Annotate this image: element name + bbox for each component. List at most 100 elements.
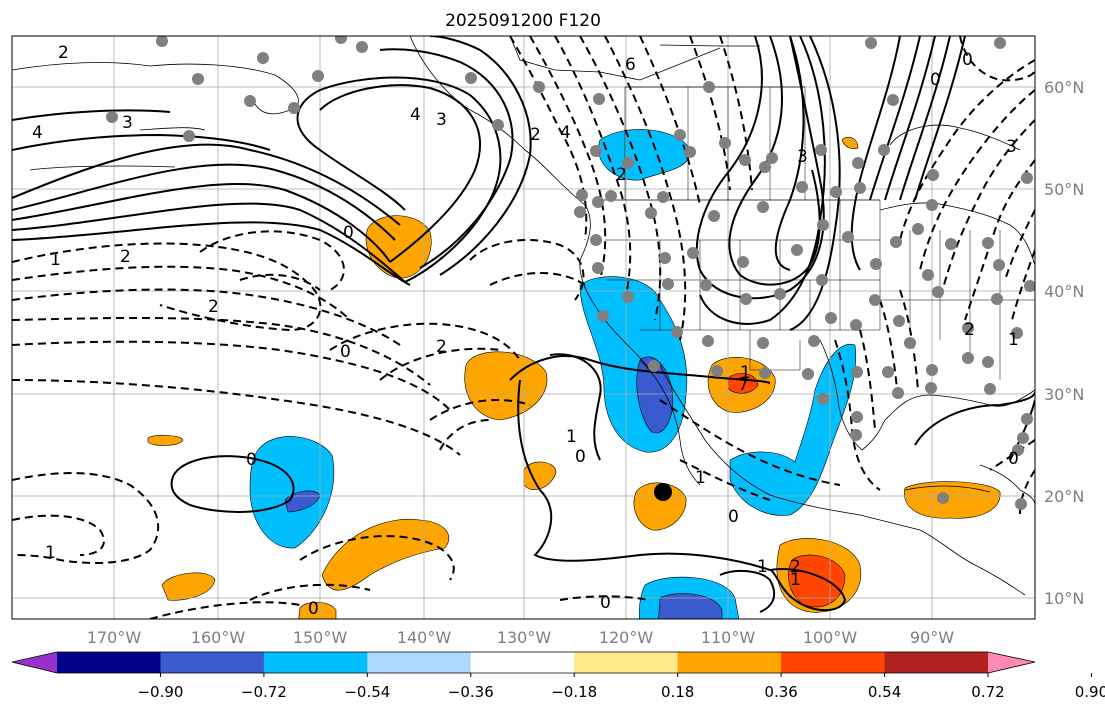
latitude-labels: 60°N 50°N 40°N 30°N 20°N 10°N — [1044, 78, 1084, 608]
contour-label: 3 — [122, 113, 133, 133]
contour-label: 0 — [246, 450, 257, 470]
colorbar-ticks: −0.90 −0.72 −0.54 −0.36 −0.18 0.18 0.36 0.54 0.7… — [137, 673, 1105, 701]
colorbar-tick-label: −0.54 — [344, 683, 390, 701]
anomaly-positive-region — [147, 434, 184, 446]
colorbar-tick-label: 0.72 — [971, 683, 1004, 701]
contour-label: 0 — [1008, 449, 1019, 469]
map-frame — [11, 35, 1036, 620]
colorbar-outline — [11, 651, 1036, 674]
lat-label: 10°N — [1044, 589, 1084, 608]
contour-label: 0 — [340, 342, 351, 362]
contour-label: 0 — [962, 50, 973, 70]
lon-label: 110°W — [701, 628, 756, 647]
longitude-labels: 170°W 160°W 150°W 140°W 130°W 120°W 110°… — [87, 628, 954, 647]
contour-label: 1 — [45, 543, 56, 563]
contour-label: 2 — [790, 557, 801, 577]
lon-label: 130°W — [497, 628, 552, 647]
colorbar-bin — [884, 652, 989, 673]
station-markers — [106, 36, 1035, 510]
lon-label: 160°W — [191, 628, 246, 647]
contour-label: 1 — [695, 468, 706, 488]
contour-label: 0 — [600, 593, 611, 613]
contour-label: 6 — [625, 55, 636, 75]
colorbar-tick-label: 0.90 — [1075, 683, 1105, 701]
contour-label: 1 — [757, 557, 768, 577]
colorbar: −0.90 −0.72 −0.54 −0.36 −0.18 0.18 0.36 0.54 0.7… — [11, 651, 1105, 701]
contour-label: 4 — [32, 123, 43, 143]
lon-label: 100°W — [803, 628, 858, 647]
colorbar-bin — [57, 652, 161, 673]
colorbar-tick-label: 0.18 — [661, 683, 694, 701]
anomaly-positive-region — [904, 481, 1001, 519]
lon-label: 140°W — [397, 628, 452, 647]
anomaly-positive-region — [464, 351, 548, 421]
anomaly-strong-negative-region — [636, 356, 674, 434]
colorbar-tick-label: −0.90 — [137, 683, 183, 701]
anomaly-positive-region — [161, 572, 216, 601]
colorbar-extend-low — [12, 652, 57, 673]
lat-label: 20°N — [1044, 487, 1084, 506]
contour-label: 0 — [343, 223, 354, 243]
lon-label: 90°W — [910, 628, 954, 647]
anomaly-negative-region — [598, 129, 691, 181]
lat-label: 60°N — [1044, 78, 1084, 97]
contour-label: 2 — [616, 165, 627, 185]
anomaly-strong-negative-region — [658, 593, 723, 619]
lon-label: 150°W — [293, 628, 348, 647]
contour-label: 4 — [410, 105, 421, 125]
lon-label: 120°W — [599, 628, 654, 647]
anomaly-positive-region — [841, 136, 859, 150]
lat-label: 50°N — [1044, 180, 1084, 199]
colorbar-tick-label: −0.72 — [241, 683, 287, 701]
colorbar-bin — [160, 652, 265, 673]
colorbar-bin — [781, 652, 886, 673]
colorbar-bin — [367, 652, 472, 673]
contour-label: 2 — [530, 125, 541, 145]
colorbar-bin — [677, 652, 782, 673]
colorbar-bins — [12, 652, 1035, 673]
contour-label: 2 — [208, 297, 219, 317]
contour-label: 2 — [436, 337, 447, 357]
state-borders — [605, 87, 1035, 380]
contour-label: 3 — [1006, 137, 1017, 157]
dashed-contours — [12, 36, 1035, 619]
colorbar-bin — [263, 652, 368, 673]
anomaly-negative-region — [729, 343, 857, 516]
contour-label: 1 — [566, 427, 577, 447]
contour-label: 1 — [740, 363, 751, 383]
colorbar-tick-label: 0.36 — [764, 683, 797, 701]
contour-label: 2 — [58, 43, 69, 63]
map-title: 2025091200 F120 — [445, 11, 601, 31]
storm-center-marker — [654, 483, 672, 501]
contour-label: 2 — [964, 320, 975, 340]
colorbar-tick-label: −0.36 — [448, 683, 494, 701]
contour-labels: 2 4 3 0 4 3 2 6 4 0 3 0 1 2 2 0 2 1 0 1 … — [32, 43, 1019, 619]
colorbar-bin — [574, 652, 679, 673]
lon-label: 170°W — [87, 628, 142, 647]
contour-label: 0 — [575, 447, 586, 467]
contour-label: 0 — [728, 507, 739, 527]
contour-label: 1 — [1008, 330, 1019, 350]
contour-label: 3 — [797, 147, 808, 167]
contour-label: 4 — [560, 123, 571, 143]
contour-label: 0 — [930, 70, 941, 90]
contour-label: 2 — [120, 247, 131, 267]
colorbar-tick-label: −0.18 — [551, 683, 597, 701]
lat-label: 40°N — [1044, 282, 1084, 301]
anomaly-positive-region — [321, 518, 450, 591]
lat-label: 30°N — [1044, 385, 1084, 404]
colorbar-bin — [470, 652, 575, 673]
contour-label: 1 — [790, 570, 801, 590]
contour-label: 7 — [738, 375, 749, 395]
anomaly-strong-positive-region — [788, 554, 846, 608]
colorbar-extend-high — [988, 652, 1035, 673]
anomaly-positive-region — [633, 482, 687, 531]
contour-label: 0 — [308, 599, 319, 619]
colorbar-tick-label: 0.54 — [868, 683, 901, 701]
contour-label: 3 — [436, 110, 447, 130]
map-area: 2 4 3 0 4 3 2 6 4 0 3 0 1 2 2 0 2 1 0 1 … — [12, 36, 1035, 619]
coastlines — [12, 36, 1035, 596]
contour-label: 1 — [50, 250, 61, 270]
anomaly-positive-region — [298, 601, 337, 619]
